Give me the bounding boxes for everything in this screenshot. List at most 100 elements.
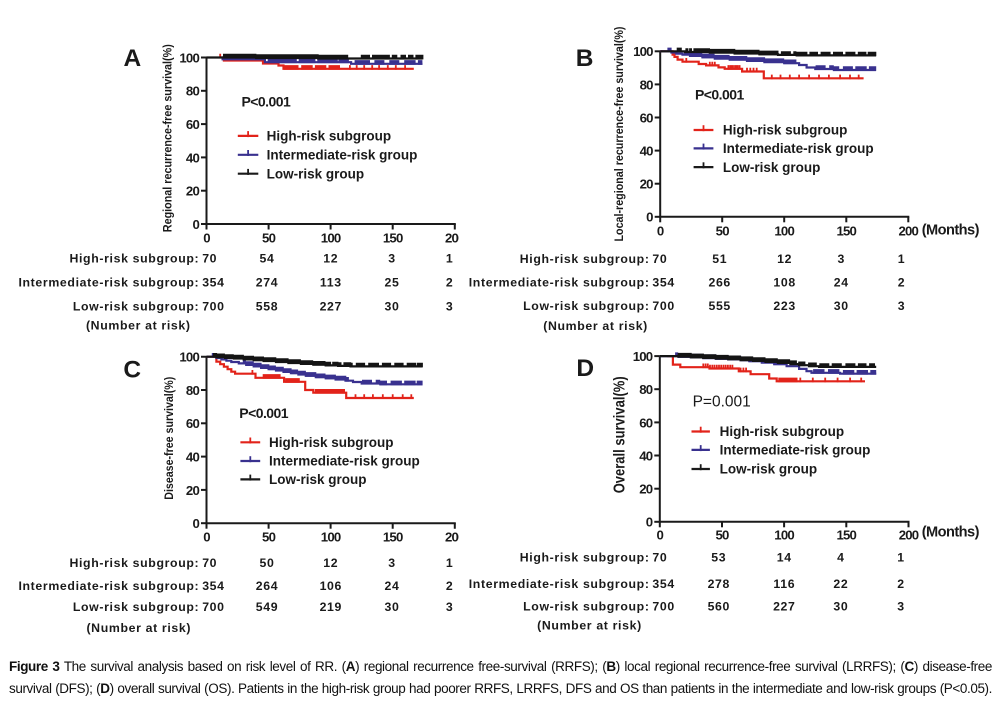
svg-text:20: 20 — [639, 482, 653, 497]
svg-text:Low-risk subgroup:: Low-risk subgroup: — [73, 299, 199, 313]
svg-text:20: 20 — [640, 177, 654, 192]
svg-text:C: C — [123, 357, 141, 384]
svg-text:14: 14 — [777, 551, 792, 565]
svg-text:108: 108 — [773, 275, 795, 289]
svg-text:High-risk subgroup: High-risk subgroup — [720, 424, 845, 439]
svg-text:278: 278 — [708, 577, 730, 591]
svg-text:354: 354 — [202, 579, 224, 593]
svg-text:3: 3 — [388, 251, 396, 265]
svg-text:High-risk subgroup: High-risk subgroup — [269, 435, 394, 450]
svg-text:12: 12 — [323, 251, 338, 265]
svg-text:60: 60 — [639, 415, 653, 430]
svg-text:60: 60 — [186, 117, 200, 132]
svg-text:70: 70 — [202, 251, 217, 265]
svg-text:3: 3 — [388, 556, 396, 570]
svg-text:0: 0 — [192, 516, 199, 531]
svg-text:53: 53 — [711, 551, 726, 565]
svg-text:2: 2 — [898, 275, 906, 289]
svg-text:150: 150 — [836, 527, 856, 542]
svg-text:200: 200 — [898, 224, 918, 239]
svg-text:Overall survival(%): Overall survival(%) — [612, 376, 629, 493]
svg-text:0: 0 — [646, 210, 653, 225]
svg-text:(Number at risk): (Number at risk) — [537, 619, 642, 633]
svg-text:0: 0 — [657, 224, 664, 239]
svg-text:Intermediate-risk group: Intermediate-risk group — [269, 454, 420, 469]
svg-text:40: 40 — [640, 144, 654, 159]
svg-text:150: 150 — [383, 231, 403, 246]
svg-text:Low-risk subgroup:: Low-risk subgroup: — [523, 299, 649, 313]
svg-text:0: 0 — [646, 515, 653, 530]
svg-text:200: 200 — [899, 527, 919, 542]
svg-text:20: 20 — [186, 483, 200, 498]
svg-text:100: 100 — [633, 349, 653, 364]
svg-text:30: 30 — [834, 299, 849, 313]
svg-text:Intermediate-risk group: Intermediate-risk group — [720, 443, 871, 458]
svg-text:2: 2 — [446, 579, 454, 593]
svg-text:0: 0 — [203, 231, 210, 246]
svg-text:200: 200 — [445, 231, 465, 246]
svg-text:100: 100 — [179, 350, 199, 365]
svg-text:700: 700 — [652, 599, 674, 613]
svg-text:150: 150 — [836, 224, 856, 239]
svg-text:P<0.001: P<0.001 — [239, 405, 288, 421]
svg-text:100: 100 — [774, 224, 794, 239]
svg-text:(Months): (Months) — [922, 524, 980, 540]
svg-text:3: 3 — [898, 299, 906, 313]
svg-text:100: 100 — [321, 231, 341, 246]
svg-text:Low-risk group: Low-risk group — [720, 462, 818, 477]
svg-text:0: 0 — [657, 527, 664, 542]
svg-text:12: 12 — [323, 556, 338, 570]
svg-text:30: 30 — [385, 299, 400, 313]
svg-text:Intermediate-risk group: Intermediate-risk group — [267, 148, 418, 163]
svg-text:D: D — [576, 355, 594, 382]
svg-text:54: 54 — [260, 251, 275, 265]
svg-text:80: 80 — [639, 382, 653, 397]
svg-text:High-risk subgroup:: High-risk subgroup: — [69, 556, 199, 570]
svg-text:354: 354 — [202, 275, 224, 289]
svg-text:Low-risk group: Low-risk group — [723, 160, 821, 175]
svg-text:High-risk subgroup:: High-risk subgroup: — [520, 551, 650, 565]
svg-text:22: 22 — [833, 577, 848, 591]
svg-text:70: 70 — [652, 551, 667, 565]
svg-text:Intermediate-risk subgroup:: Intermediate-risk subgroup: — [469, 275, 650, 289]
svg-text:Intermediate-risk subgroup:: Intermediate-risk subgroup: — [18, 275, 199, 289]
svg-text:(Number at risk): (Number at risk) — [86, 318, 191, 332]
svg-text:219: 219 — [320, 600, 342, 614]
svg-text:Low-risk subgroup:: Low-risk subgroup: — [73, 600, 199, 614]
svg-text:700: 700 — [652, 299, 674, 313]
svg-text:40: 40 — [186, 450, 200, 465]
svg-text:227: 227 — [320, 299, 342, 313]
svg-text:Local-regional recurrence-free: Local-regional recurrence-free survival(… — [612, 27, 626, 242]
svg-text:227: 227 — [773, 599, 795, 613]
svg-text:50: 50 — [716, 224, 730, 239]
svg-text:70: 70 — [652, 252, 667, 266]
svg-text:24: 24 — [834, 275, 849, 289]
svg-text:40: 40 — [186, 150, 200, 165]
svg-text:116: 116 — [773, 577, 795, 591]
svg-text:266: 266 — [708, 275, 730, 289]
svg-text:30: 30 — [833, 599, 848, 613]
svg-text:3: 3 — [446, 299, 454, 313]
svg-text:150: 150 — [383, 530, 403, 545]
svg-text:558: 558 — [256, 299, 278, 313]
svg-text:Disease-free survival(%): Disease-free survival(%) — [162, 377, 176, 500]
svg-text:25: 25 — [385, 275, 400, 289]
svg-text:51: 51 — [712, 252, 727, 266]
svg-text:(Months): (Months) — [922, 222, 980, 238]
svg-text:High-risk subgroup: High-risk subgroup — [723, 123, 848, 138]
svg-text:(Number at risk): (Number at risk) — [543, 319, 648, 333]
svg-text:B: B — [576, 45, 594, 72]
svg-text:80: 80 — [186, 383, 200, 398]
svg-text:560: 560 — [708, 599, 730, 613]
svg-text:3: 3 — [838, 252, 846, 266]
svg-text:P=0.001: P=0.001 — [693, 394, 751, 411]
svg-text:223: 223 — [773, 299, 795, 313]
svg-text:100: 100 — [774, 527, 794, 542]
svg-text:50: 50 — [260, 556, 275, 570]
svg-text:3: 3 — [897, 599, 905, 613]
svg-text:60: 60 — [186, 416, 200, 431]
svg-text:High-risk subgroup:: High-risk subgroup: — [520, 252, 650, 266]
svg-text:Low-risk group: Low-risk group — [269, 472, 367, 487]
svg-text:12: 12 — [777, 252, 792, 266]
svg-text:100: 100 — [321, 530, 341, 545]
